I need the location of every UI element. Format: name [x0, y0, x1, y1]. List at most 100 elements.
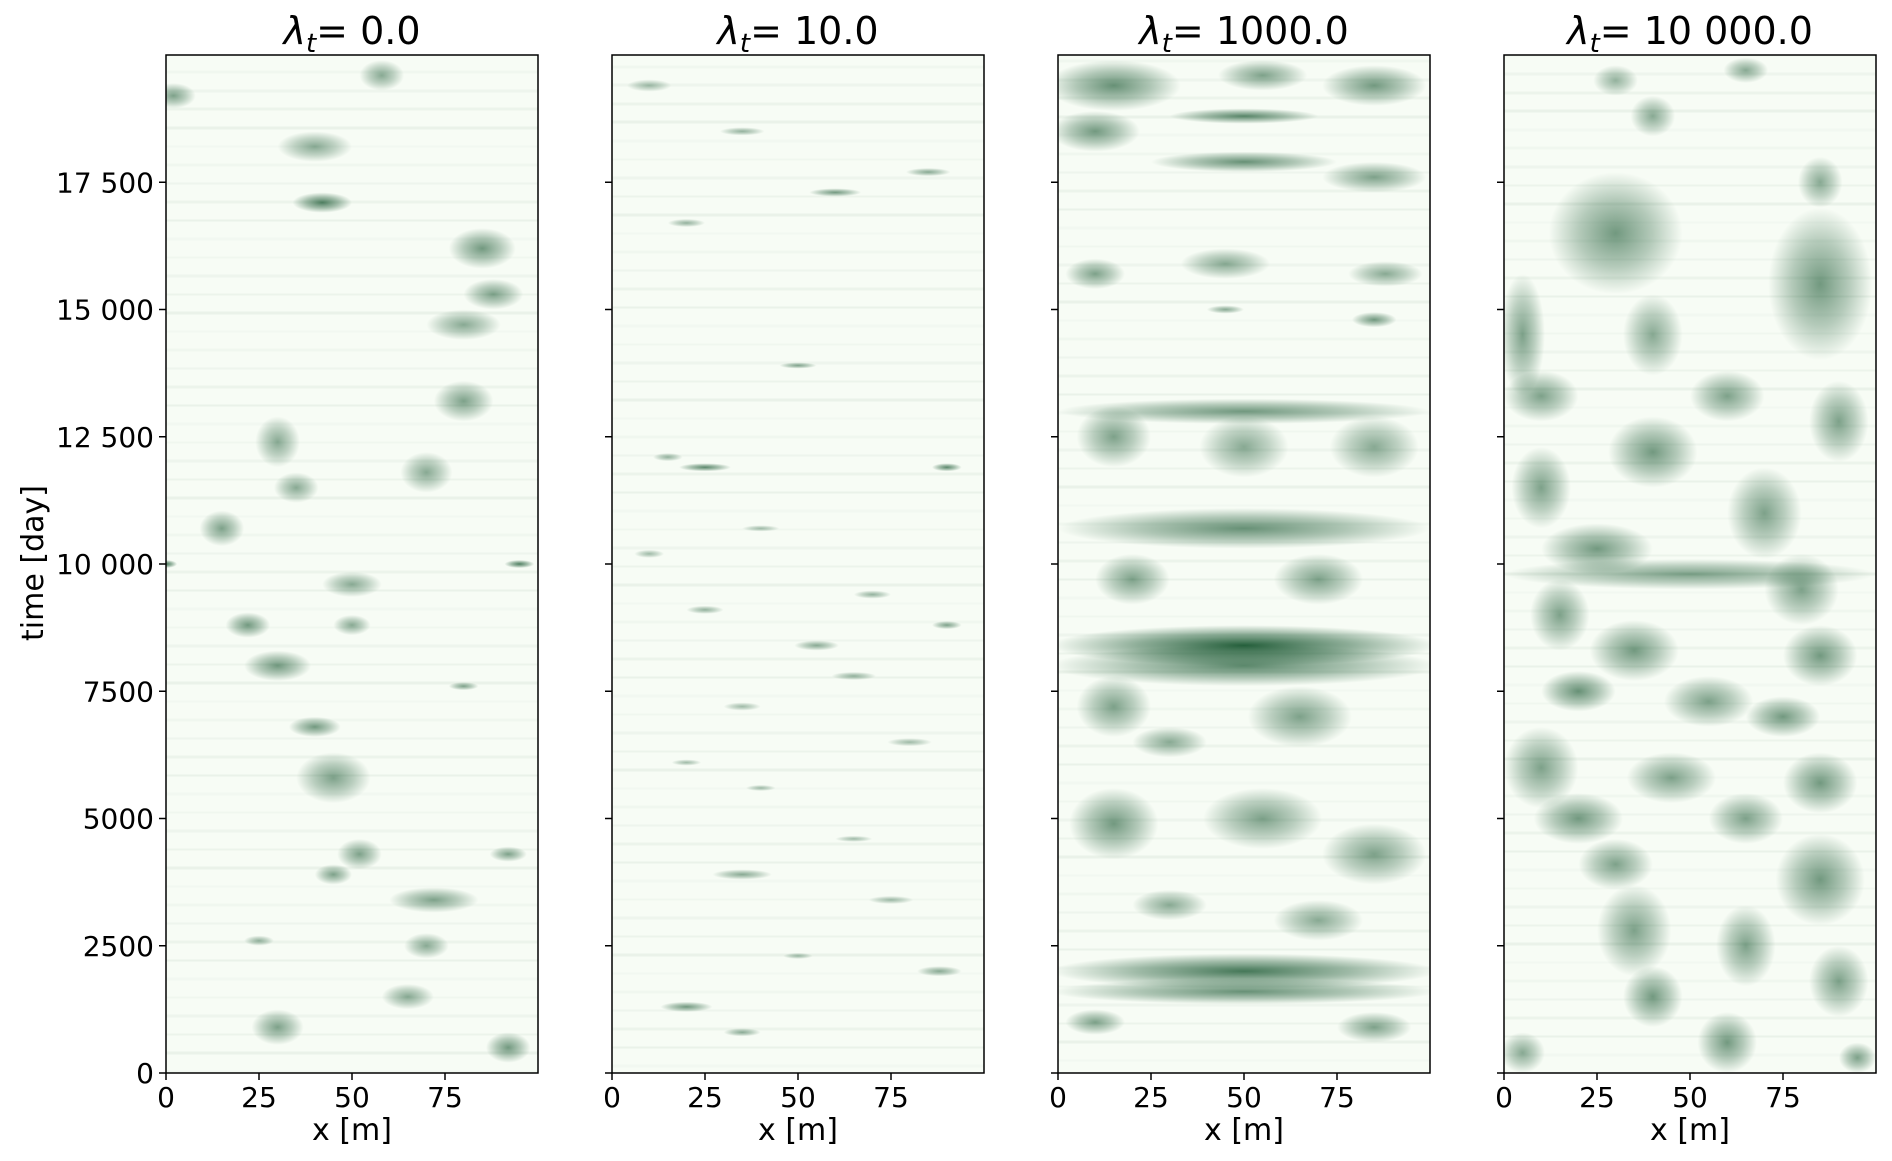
heatmap-panel-1: λt= 0.0 0 25 50 75 x [m] 0 2500 5000 7500 10 000 12… — [56, 9, 539, 1148]
density-blob — [337, 838, 382, 870]
density-blob — [251, 1009, 304, 1046]
density-blob — [404, 933, 449, 959]
x-tick-label: 25 — [241, 1081, 277, 1114]
density-blob — [244, 650, 312, 682]
panel-title: λt= 0.0 — [281, 9, 420, 59]
density-blob — [1723, 57, 1769, 83]
y-tick-label: 2500 — [83, 930, 154, 963]
density-blob — [400, 452, 453, 493]
density-blob — [433, 380, 494, 422]
density-blob — [660, 1001, 713, 1012]
density-blob — [1058, 398, 1430, 425]
x-tick-label: 50 — [780, 1081, 816, 1114]
density-blob — [1199, 416, 1289, 478]
density-blob — [1708, 793, 1784, 844]
density-blob — [1504, 726, 1579, 809]
x-tick-label: 0 — [603, 1081, 621, 1114]
density-blob — [1058, 508, 1430, 549]
density-blob — [1764, 553, 1839, 626]
y-tick-label: 12 500 — [56, 421, 154, 454]
density-blob — [723, 1028, 761, 1037]
density-blob — [314, 864, 352, 885]
density-blob — [1058, 645, 1430, 687]
density-blob — [1351, 312, 1397, 328]
density-blob — [835, 835, 873, 842]
density-blob — [1663, 675, 1754, 727]
y-tick-label: 17 500 — [56, 166, 154, 199]
density-blob — [634, 549, 665, 558]
title-subscript: t — [1162, 29, 1173, 59]
panel-title: λt= 10 000.0 — [1565, 9, 1813, 59]
density-blob — [1623, 966, 1683, 1028]
heatmap-panel-2: λt= 10.0 0 25 50 75 x [m] — [603, 9, 985, 1148]
y-tick-label: 15 000 — [56, 294, 154, 327]
density-blob — [887, 738, 932, 747]
density-blob — [1076, 406, 1152, 468]
density-blob — [1169, 108, 1319, 124]
density-blob — [1322, 823, 1427, 885]
title-value: = 1000.0 — [1172, 9, 1349, 53]
density-blob — [389, 887, 479, 913]
density-blob — [931, 621, 962, 630]
density-blob — [1716, 905, 1776, 987]
density-blob — [853, 590, 892, 599]
x-tick-label: 25 — [687, 1081, 723, 1114]
density-blob — [1838, 1042, 1876, 1073]
y-tick-label: 0 — [136, 1057, 154, 1090]
density-blob — [359, 60, 405, 91]
density-blob — [1058, 978, 1430, 1005]
density-blob — [426, 309, 501, 341]
density-blob — [463, 278, 524, 310]
density-blob — [292, 192, 352, 213]
density-blob — [489, 846, 527, 862]
density-blob — [719, 127, 765, 136]
x-tick-label: 75 — [1765, 1081, 1801, 1114]
x-axis-label: x [m] — [758, 1113, 838, 1148]
density-blob — [917, 966, 962, 977]
density-blob — [1069, 787, 1159, 860]
density-blob — [448, 682, 479, 691]
y-tick-label: 7500 — [83, 675, 154, 708]
density-blob — [1809, 380, 1869, 463]
density-blob — [1076, 675, 1152, 738]
density-blob — [1589, 619, 1679, 682]
title-value: = 10.0 — [750, 9, 879, 53]
density-blob — [809, 188, 862, 197]
title-subscript: t — [1590, 29, 1601, 59]
title-subscript: t — [740, 29, 751, 59]
density-blob — [1809, 945, 1869, 1018]
density-blob — [1783, 625, 1858, 687]
density-blob — [1797, 156, 1843, 208]
density-blob — [712, 869, 772, 880]
heatmap-background — [612, 55, 984, 1073]
title-symbol: λ — [1137, 9, 1162, 53]
density-blob — [1727, 467, 1802, 559]
x-tick-label: 50 — [1672, 1081, 1708, 1114]
density-blob — [1337, 1011, 1412, 1043]
density-blob — [199, 510, 245, 547]
density-blob — [671, 759, 702, 766]
density-blob — [745, 784, 776, 792]
y-tick-label: 5000 — [83, 803, 154, 836]
title-symbol: λ — [281, 9, 306, 53]
title-value: = 10 000.0 — [1600, 9, 1813, 53]
x-tick-label: 0 — [1495, 1081, 1513, 1114]
density-blob — [686, 605, 724, 614]
density-blob — [1348, 261, 1423, 287]
density-blob — [504, 559, 535, 569]
density-blob — [296, 752, 371, 804]
x-tick-label: 50 — [334, 1081, 370, 1114]
x-axis-label: x [m] — [312, 1113, 392, 1148]
density-blob — [1623, 294, 1683, 376]
density-blob — [1095, 553, 1170, 605]
density-blob — [1132, 889, 1207, 921]
density-blob — [667, 218, 706, 228]
density-blob — [905, 167, 951, 177]
density-blob — [1273, 553, 1364, 605]
density-blob — [1058, 60, 1181, 111]
density-blob — [1775, 833, 1865, 926]
density-blob — [166, 559, 178, 569]
density-blob — [1597, 884, 1672, 977]
density-blob — [626, 79, 672, 92]
x-axis-label: x [m] — [1204, 1113, 1284, 1148]
